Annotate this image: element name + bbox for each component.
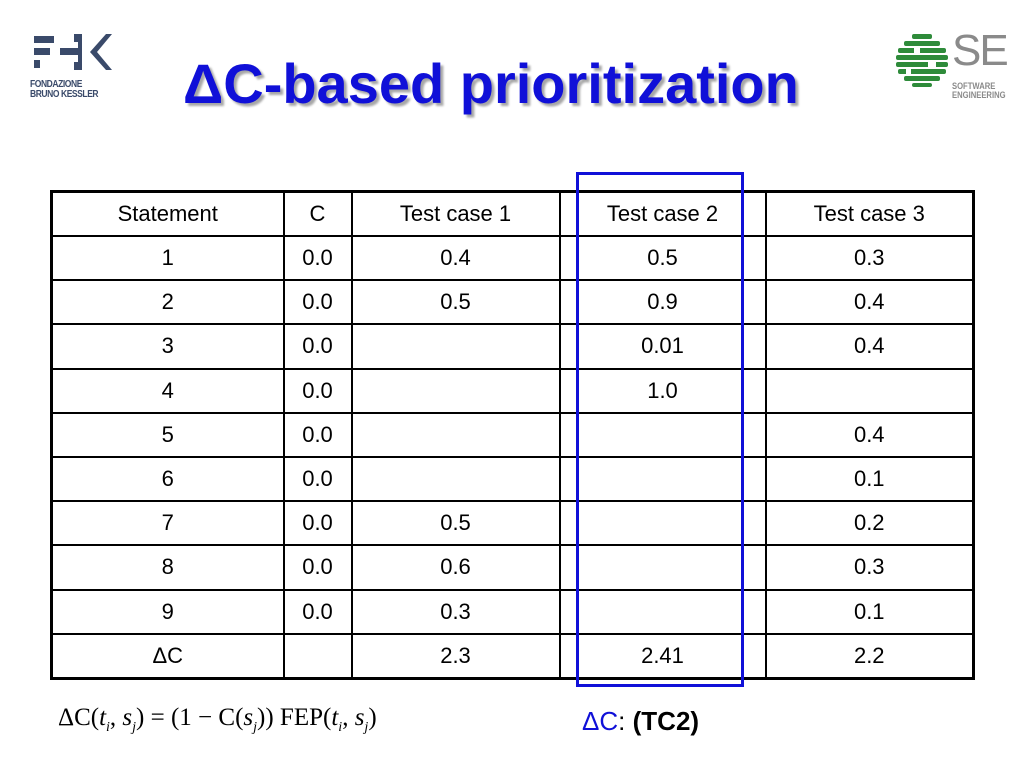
table-cell: 0.3 (350, 588, 561, 635)
table-cell: 0.5 (350, 500, 561, 547)
table-cell (558, 455, 767, 503)
table-cell: 0.01 (558, 323, 767, 370)
header-statement: Statement (50, 190, 285, 237)
header-test-case-2: Test case 2 (558, 190, 767, 237)
table-cell: 0.0 (282, 367, 353, 414)
table-cell: 2.2 (764, 632, 975, 680)
table-cell: 3 (50, 323, 285, 370)
result-separator: : (618, 706, 626, 736)
coverage-table: Statement C Test case 1 Test case 2 Test… (50, 190, 975, 680)
se-letters: SE (952, 26, 1009, 75)
table-cell: 0.1 (764, 588, 975, 635)
table-cell: 0.4 (764, 323, 975, 370)
result-label: ΔC (582, 706, 619, 736)
table-cell: 2 (50, 279, 285, 326)
table-cell (558, 544, 767, 591)
table-cell: 0.3 (764, 234, 975, 282)
table-cell: 0.0 (282, 279, 353, 326)
se-sub-line1: SOFTWARE (952, 81, 996, 91)
formula-render: ΔC(ti, sj) = (1 − C(sj)) FEP(ti, sj) (58, 704, 377, 735)
table-row: 9 0.0 0.3 0.1 (50, 588, 975, 635)
table-cell: 6 (50, 455, 285, 503)
result-line: ΔC: (TC2) (582, 706, 699, 737)
fbk-logo: FONDAZIONE BRUNO KESSLER (30, 32, 120, 104)
table-cell: 0.1 (764, 455, 975, 503)
table-cell (558, 588, 767, 635)
se-sub-line2: ENGINEERING (952, 90, 1006, 100)
delta-c-formula: ΔC(ti, sj) = (1 − C(sj)) FEP(ti, sj) (58, 704, 377, 736)
table-cell (350, 323, 561, 370)
table-cell: 0.0 (282, 544, 353, 591)
fbk-text-line1: FONDAZIONE (30, 79, 82, 90)
table-row: 4 0.0 1.0 (50, 367, 975, 414)
table-header-row: Statement C Test case 1 Test case 2 Test… (50, 190, 975, 237)
result-value: (TC2) (632, 706, 700, 736)
table-cell (558, 500, 767, 547)
fbk-text-line2: BRUNO KESSLER (30, 89, 99, 100)
table-cell: 0.0 (282, 234, 353, 282)
table-cell: 0.2 (764, 500, 975, 547)
table-row: 6 0.0 0.1 (50, 455, 975, 503)
table-cell: 0.4 (350, 234, 561, 282)
table-row: 1 0.0 0.4 0.5 0.3 (50, 234, 975, 282)
table-cell: 0.0 (282, 588, 353, 635)
table-cell (764, 367, 975, 414)
table-cell: 0.5 (350, 279, 561, 326)
table-cell: 9 (50, 588, 285, 635)
table-cell: 0.0 (282, 500, 353, 547)
table-cell: 8 (50, 544, 285, 591)
page-title: ΔC-based prioritization (183, 52, 799, 115)
table-cell: 0.4 (764, 411, 975, 458)
table-cell: 5 (50, 411, 285, 458)
table-row: 5 0.0 0.4 (50, 411, 975, 458)
se-logo: SE SOFTWARE ENGINEERING (890, 26, 1020, 110)
table-cell: 0.3 (764, 544, 975, 591)
table-cell: 0.0 (282, 455, 353, 503)
table-cell: 0.5 (558, 234, 767, 282)
table-cell: 0.0 (282, 411, 353, 458)
header-test-case-1: Test case 1 (350, 190, 561, 237)
table-cell: 1.0 (558, 367, 767, 414)
fbk-mark-icon (34, 34, 112, 70)
globe-icon (896, 34, 948, 87)
header-c: C (282, 190, 353, 237)
table-cell: 0.6 (350, 544, 561, 591)
table-cell: 4 (50, 367, 285, 414)
table-cell (282, 632, 353, 680)
header-test-case-3: Test case 3 (764, 190, 975, 237)
table-cell: 0.0 (282, 323, 353, 370)
table-cell: 2.41 (558, 632, 767, 680)
table-cell: 0.9 (558, 279, 767, 326)
table-cell: ΔC (50, 632, 285, 680)
table-cell: 7 (50, 500, 285, 547)
table-row: 3 0.0 0.01 0.4 (50, 323, 975, 370)
table-row: 7 0.0 0.5 0.2 (50, 500, 975, 547)
table-cell: 2.3 (350, 632, 561, 680)
table-row: 8 0.0 0.6 0.3 (50, 544, 975, 591)
table-cell: 0.4 (764, 279, 975, 326)
table-cell: 1 (50, 234, 285, 282)
table-row: 2 0.0 0.5 0.9 0.4 (50, 279, 975, 326)
table-cell (350, 367, 561, 414)
table-cell (350, 411, 561, 458)
delta-c-row: ΔC 2.3 2.41 2.2 (50, 632, 975, 680)
table-cell (558, 411, 767, 458)
table-cell (350, 455, 561, 503)
